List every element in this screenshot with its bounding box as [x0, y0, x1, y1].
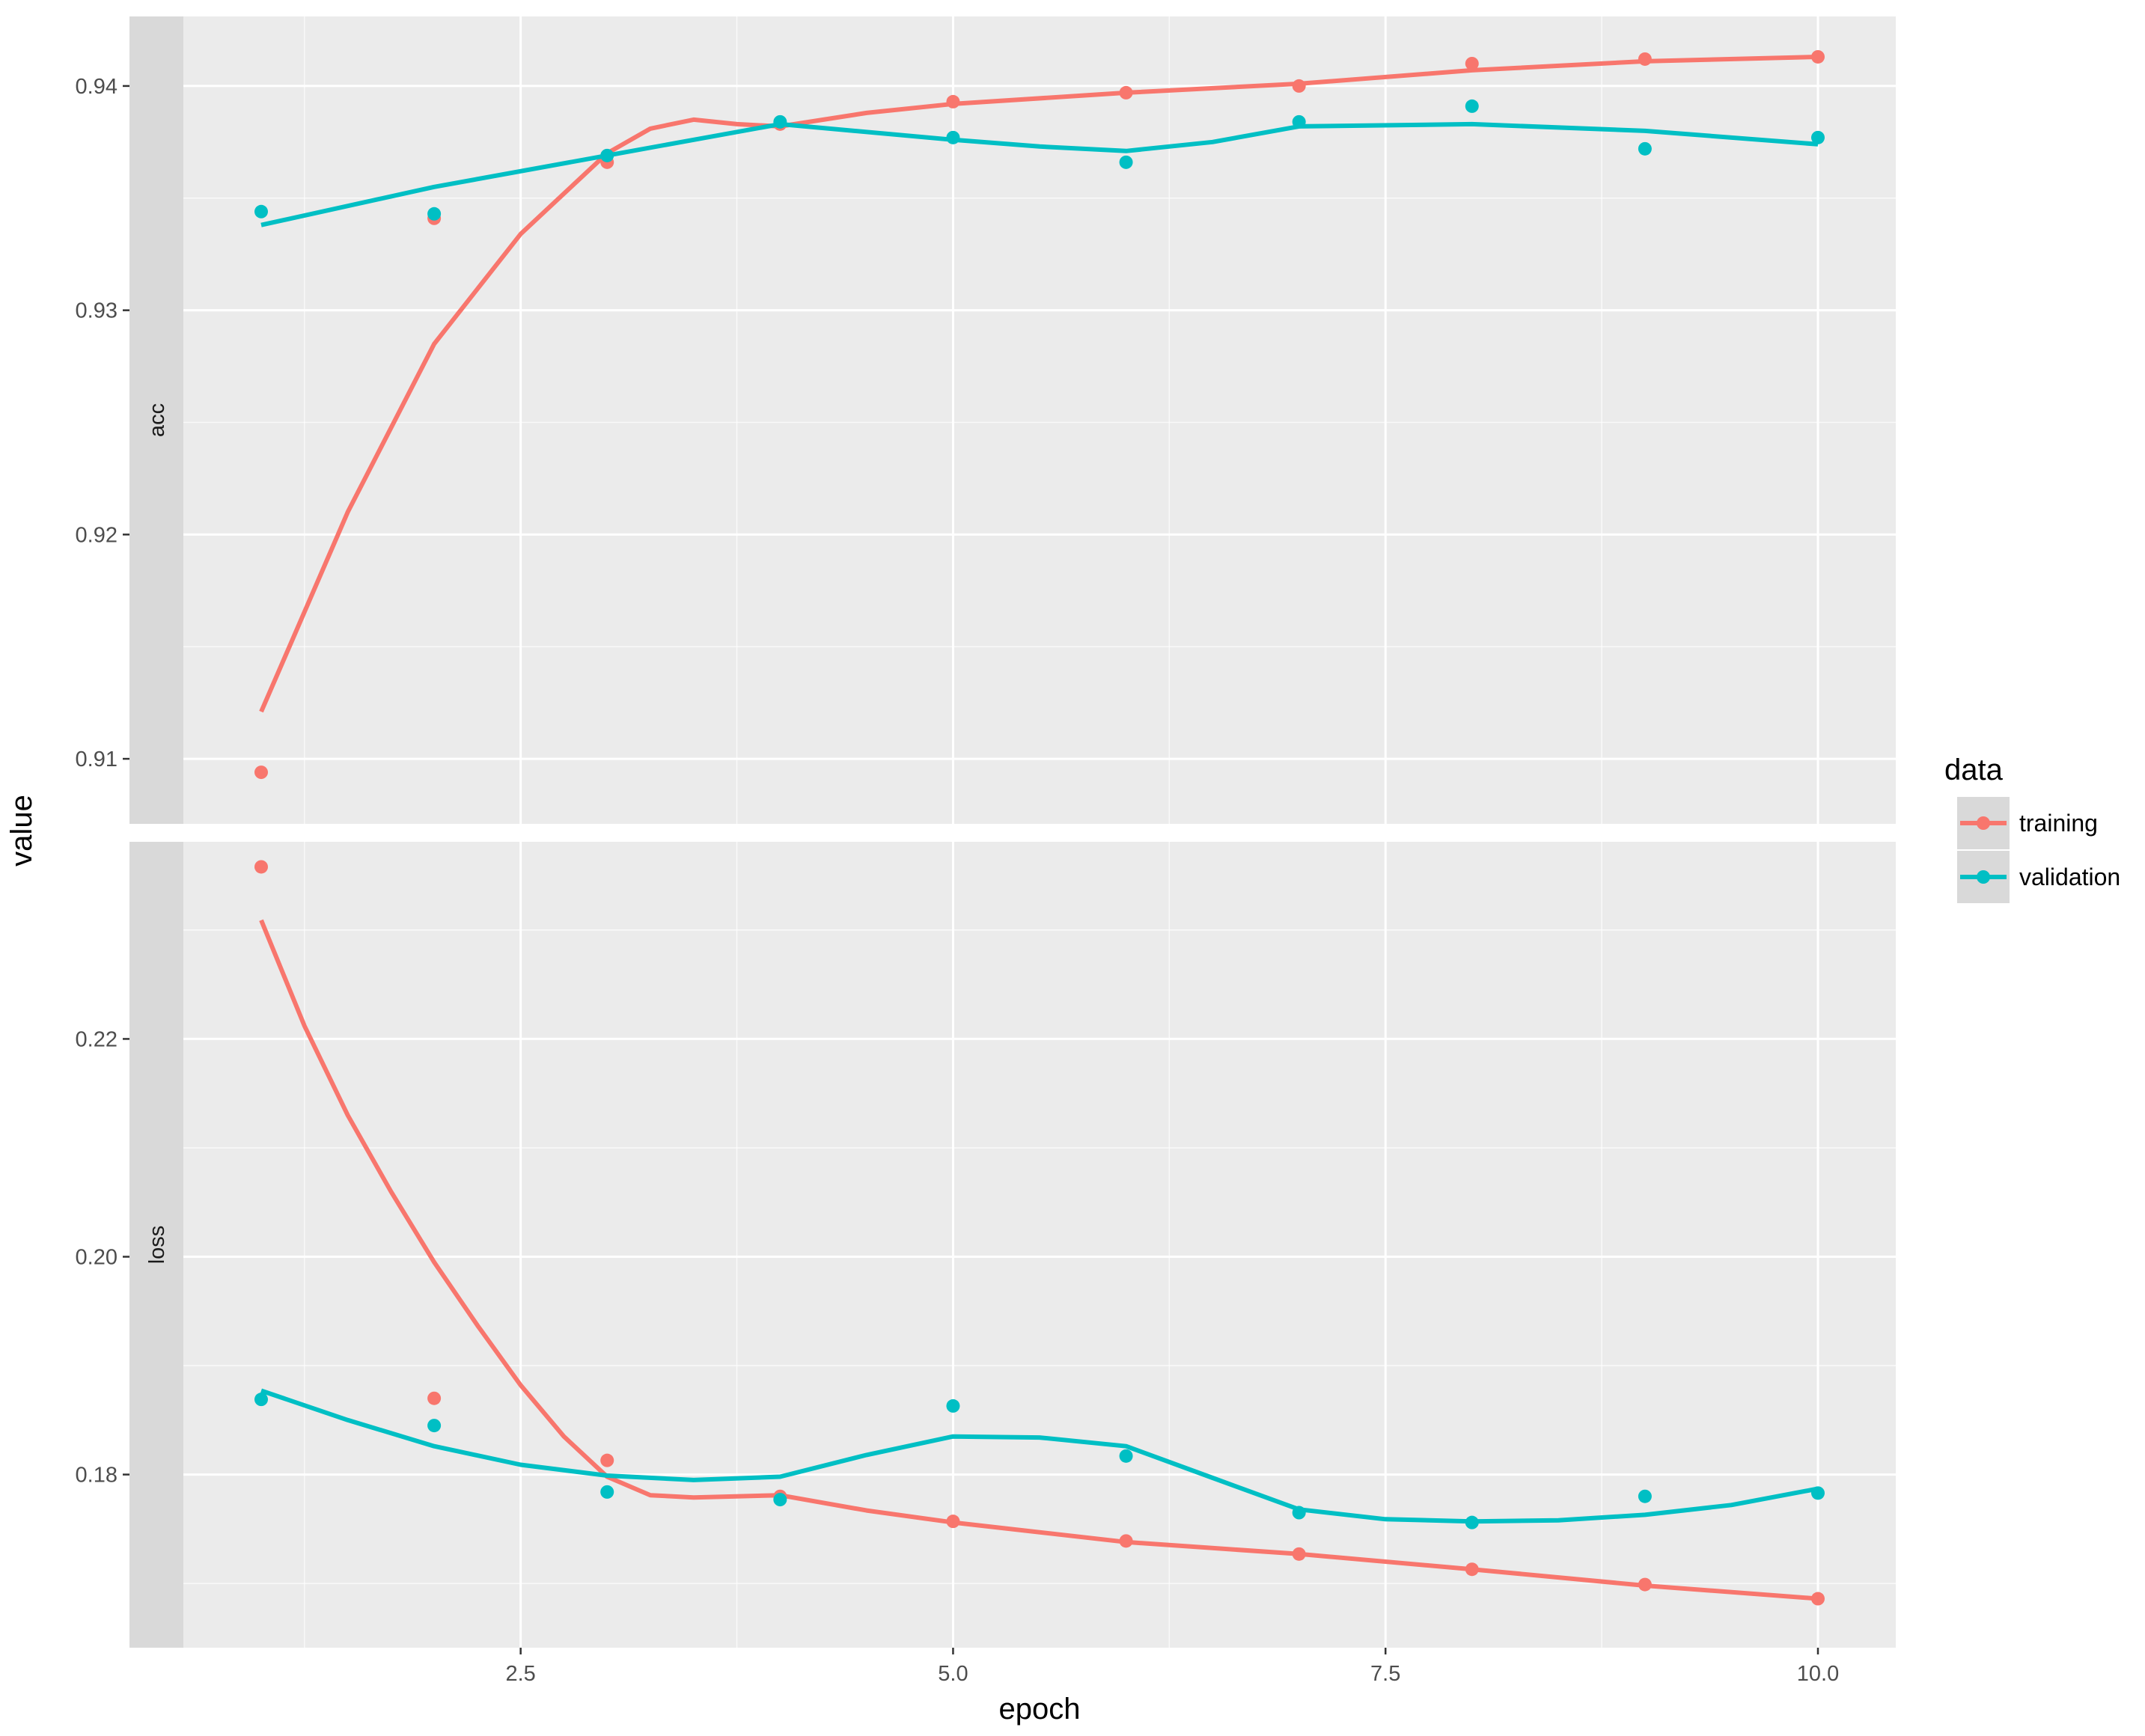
legend-title: data	[1944, 754, 2004, 786]
data-point-validation	[1638, 141, 1652, 156]
x-tick-label: 7.5	[1370, 1662, 1400, 1686]
data-point-validation	[600, 1485, 614, 1499]
data-point-validation	[1119, 1449, 1133, 1463]
legend-key-point	[1977, 870, 1990, 884]
data-point-training	[1292, 79, 1306, 93]
data-point-training	[1638, 52, 1652, 66]
legend-key-point	[1977, 816, 1990, 830]
strip-background	[129, 842, 183, 1648]
data-point-validation	[1811, 130, 1825, 144]
data-point-training	[254, 765, 268, 780]
data-point-validation	[254, 204, 268, 218]
data-point-training	[427, 1391, 442, 1405]
data-point-validation	[427, 1419, 442, 1433]
smooth-line-validation	[260, 1388, 1819, 1524]
legend-item-validation: validation	[1956, 849, 2120, 905]
data-point-validation	[427, 207, 442, 221]
data-point-training	[946, 1515, 960, 1529]
legend-label: validation	[2019, 864, 2120, 890]
y-tick-label: 0.93	[76, 299, 118, 323]
data-point-training	[1119, 1534, 1133, 1548]
data-point-training	[600, 1453, 614, 1467]
smooth-line-training	[259, 55, 1819, 713]
data-point-training	[254, 860, 268, 874]
legend: data training validation	[1944, 754, 2120, 905]
y-tick-label: 0.18	[76, 1464, 118, 1488]
data-point-training	[1465, 56, 1479, 70]
data-point-validation	[254, 1393, 268, 1407]
data-point-validation	[1811, 1486, 1825, 1500]
panel-background	[183, 16, 1896, 824]
data-point-validation	[1465, 1515, 1479, 1529]
data-point-training	[1811, 1592, 1825, 1606]
y-tick-label: 0.94	[76, 75, 118, 99]
y-axis-title: value	[5, 795, 38, 867]
data-point-training	[1811, 49, 1825, 64]
strip-label: acc	[145, 403, 169, 437]
data-point-training	[1465, 1562, 1479, 1577]
data-point-training	[1292, 1547, 1306, 1561]
data-point-training	[946, 94, 960, 109]
facet-panels: acc 0.91 0.92 0.93 0.94 loss 0.18 0.20 0.22	[76, 16, 1896, 1648]
data-point-validation	[1465, 99, 1479, 113]
data-point-validation	[773, 1493, 787, 1507]
data-point-validation	[1292, 1506, 1306, 1520]
data-point-validation	[1119, 155, 1133, 169]
x-axis: 2.5 5.0 7.5 10.0	[506, 1648, 1839, 1686]
data-point-validation	[1292, 114, 1306, 129]
data-point-validation	[946, 130, 960, 144]
x-tick-label: 2.5	[506, 1662, 536, 1686]
panel-background	[183, 842, 1896, 1648]
data-point-validation	[773, 114, 787, 129]
data-point-training	[1638, 1577, 1652, 1592]
legend-item-training: training	[1956, 795, 2098, 851]
strip-background	[129, 16, 183, 824]
x-axis-title: epoch	[999, 1693, 1081, 1726]
strip-label: loss	[145, 1226, 169, 1265]
smooth-line-validation	[260, 121, 1819, 227]
x-tick-label: 5.0	[938, 1662, 968, 1686]
y-tick-label: 0.22	[76, 1027, 118, 1051]
x-tick-label: 10.0	[1797, 1662, 1839, 1686]
y-tick-label: 0.91	[76, 748, 118, 771]
facet-panel-loss: loss 0.18 0.20 0.22	[76, 842, 1896, 1648]
data-point-training	[1119, 85, 1133, 100]
data-point-validation	[1638, 1489, 1652, 1503]
data-point-validation	[946, 1399, 960, 1413]
facet-panel-acc: acc 0.91 0.92 0.93 0.94	[76, 16, 1896, 824]
legend-label: training	[2019, 810, 2098, 837]
y-tick-label: 0.20	[76, 1246, 118, 1270]
data-point-validation	[600, 148, 614, 162]
y-tick-label: 0.92	[76, 523, 118, 547]
